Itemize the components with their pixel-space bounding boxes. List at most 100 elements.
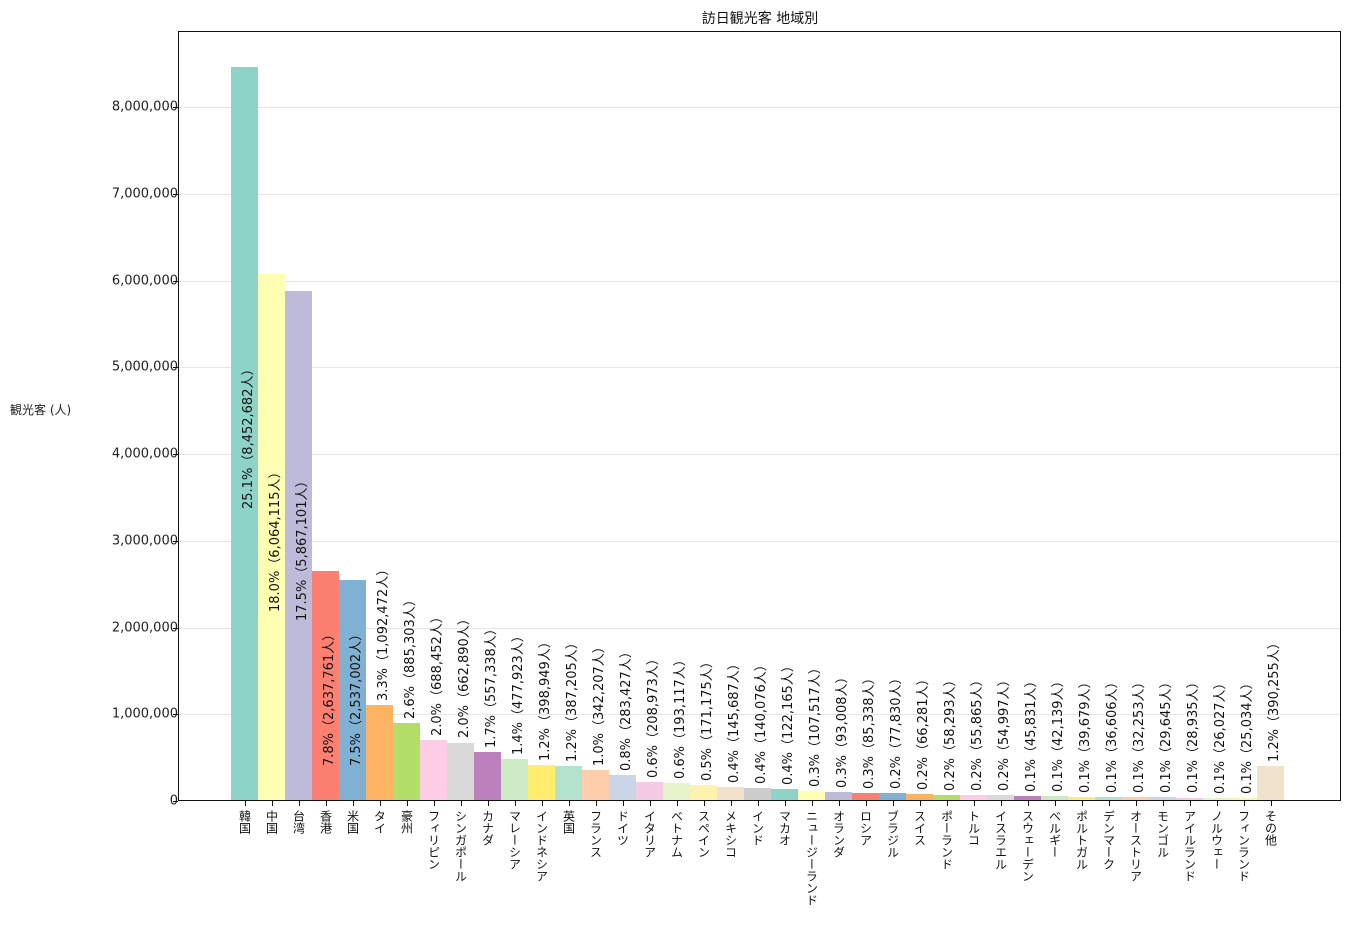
bar-2 [285, 291, 312, 800]
x-tick-label: オーストリア [1128, 810, 1143, 882]
y-tick-mark [173, 367, 178, 369]
bar-value-label: 0.1%（25,034人） [1239, 676, 1255, 794]
x-tick-label: カナダ [480, 810, 495, 846]
bar-31 [1068, 796, 1095, 800]
x-tick-mark [568, 801, 570, 806]
bar-value-label: 0.3%（85,338人） [861, 671, 877, 789]
x-tick-mark [325, 801, 327, 806]
x-tick-label: ポルトガル [1074, 810, 1089, 870]
bar-value-label: 0.2%（54,997人） [996, 673, 1012, 792]
bar-15 [636, 781, 663, 800]
gridline [179, 540, 1340, 542]
gridline [179, 714, 1340, 716]
x-tick-label: フィリピン [426, 810, 441, 870]
bar-4 [339, 579, 366, 800]
bar-14 [609, 775, 636, 800]
x-tick-mark [757, 801, 759, 806]
bar-value-label: 1.2%（398,949人） [537, 635, 553, 762]
x-tick-label: 英国 [561, 810, 576, 834]
x-tick-mark [946, 801, 948, 806]
x-tick-mark [1054, 801, 1056, 806]
x-tick-mark [1000, 801, 1002, 806]
bar-23 [852, 792, 879, 800]
bar-24 [879, 793, 906, 800]
x-tick-mark [1135, 801, 1137, 806]
x-tick-mark [892, 801, 894, 806]
x-tick-mark [514, 801, 516, 806]
bar-value-label: 7.8%（2,637,761人） [321, 627, 337, 766]
x-tick-mark [1243, 801, 1245, 806]
x-tick-mark [649, 801, 651, 806]
bar-value-label: 0.4%（145,687人） [726, 657, 742, 784]
x-tick-mark [595, 801, 597, 806]
x-tick-label: トルコ [966, 810, 981, 846]
x-tick-mark [406, 801, 408, 806]
bar-19 [744, 787, 771, 800]
bar-value-label: 0.1%（29,645人） [1158, 675, 1174, 794]
bar-21 [798, 790, 825, 800]
x-tick-label: イスラエル [993, 810, 1008, 870]
bar-value-label: 0.1%（39,679人） [1077, 675, 1093, 793]
bar-25 [906, 794, 933, 800]
bar-value-label: 0.2%（77,830人） [888, 671, 904, 790]
x-tick-mark [271, 801, 273, 806]
bar-27 [960, 795, 987, 800]
y-tick-label: 1,000,000 [111, 706, 178, 722]
bar-32 [1095, 796, 1122, 800]
bar-30 [1041, 796, 1068, 800]
x-tick-label: ポーランド [939, 810, 954, 870]
y-tick-label: 4,000,000 [111, 446, 178, 462]
bar-value-label: 0.2%（55,865人） [969, 673, 985, 792]
bar-value-label: 7.5%（2,537,002人） [348, 627, 364, 766]
x-tick-label: ベルギー [1047, 810, 1062, 858]
x-tick-label: ドイツ [615, 810, 630, 846]
x-tick-label: マレーシア [507, 810, 522, 870]
x-tick-mark [784, 801, 786, 806]
bar-22 [825, 791, 852, 800]
x-tick-mark [1027, 801, 1029, 806]
x-tick-label: ニュージーランド [804, 810, 819, 906]
x-tick-mark [622, 801, 624, 806]
x-tick-label: タイ [372, 810, 387, 834]
x-tick-label: イタリア [642, 810, 657, 858]
x-tick-label: モンゴル [1155, 810, 1170, 858]
bar-value-label: 0.6%（193,117人） [672, 653, 688, 780]
bar-value-label: 0.1%（28,935人） [1185, 675, 1201, 794]
bar-16 [663, 783, 690, 800]
x-tick-label: 豪州 [399, 810, 414, 834]
bar-value-label: 0.1%（42,139人） [1050, 674, 1066, 793]
gridline [179, 627, 1340, 629]
bar-value-label: 1.2%（387,205人） [564, 636, 580, 763]
x-tick-mark [676, 801, 678, 806]
bar-18 [717, 787, 744, 800]
bar-12 [555, 766, 582, 800]
y-axis-label: 観光客 (人) [10, 403, 72, 417]
bar-value-label: 2.0%（662,890人） [456, 612, 472, 739]
x-tick-label: マカオ [777, 810, 792, 846]
x-tick-mark [865, 801, 867, 806]
gridline [179, 280, 1340, 282]
gridline [179, 193, 1340, 195]
y-tick-mark [173, 280, 178, 282]
bar-value-label: 0.5%（171,175人） [699, 655, 715, 782]
x-tick-label: その他 [1263, 810, 1278, 846]
bar-11 [528, 765, 555, 800]
y-tick-label: 7,000,000 [111, 186, 178, 202]
bar-value-label: 1.7%（557,338人） [483, 621, 499, 748]
x-tick-label: アイルランド [1182, 810, 1197, 882]
bar-value-label: 0.1%（32,253人） [1131, 675, 1147, 794]
bar-value-label: 2.6%（885,303人） [402, 593, 418, 720]
x-tick-label: インドネシア [534, 810, 549, 882]
x-tick-mark [1189, 801, 1191, 806]
bar-0 [231, 66, 258, 800]
x-tick-mark [352, 801, 354, 806]
bar-34 [1149, 797, 1176, 800]
gridline [179, 454, 1340, 455]
bar-value-label: 0.2%（66,281人） [915, 672, 931, 791]
bar-value-label: 0.8%（283,427人） [618, 645, 634, 772]
bar-3 [312, 571, 339, 800]
bar-6 [393, 723, 420, 800]
bar-value-label: 2.0%（688,452人） [429, 610, 445, 737]
bar-value-label: 1.4%（477,923人） [510, 628, 526, 755]
bar-value-label: 0.1%（45,831人） [1023, 674, 1039, 793]
